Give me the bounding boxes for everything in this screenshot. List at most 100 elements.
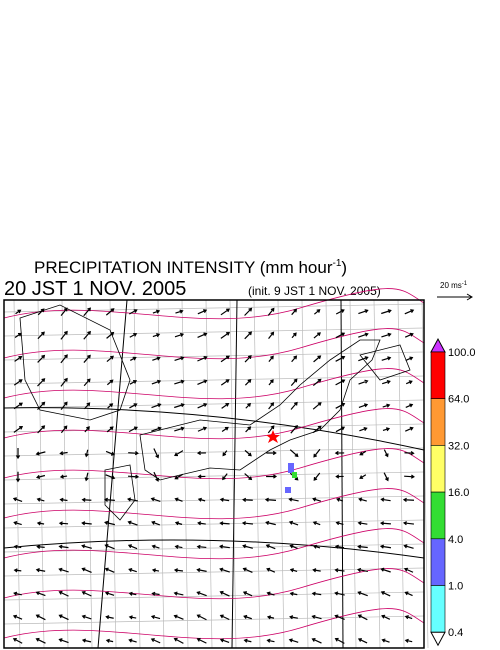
wind-vector bbox=[382, 403, 391, 408]
wind-vector bbox=[174, 450, 184, 457]
wind-vector bbox=[357, 567, 368, 573]
grid-line bbox=[397, 299, 405, 649]
colorbar-segment bbox=[430, 351, 446, 400]
wind-vector bbox=[381, 309, 392, 315]
wind-vector bbox=[150, 614, 161, 620]
wind-vector bbox=[220, 355, 230, 363]
wind-vector bbox=[173, 591, 184, 596]
wind-vector bbox=[288, 638, 299, 643]
wind-vector bbox=[37, 378, 46, 387]
wind-vector bbox=[219, 614, 230, 621]
wind-vector bbox=[173, 637, 184, 644]
wind-vector bbox=[60, 330, 68, 340]
contour bbox=[3, 368, 425, 400]
wind-vector bbox=[403, 567, 414, 573]
wind-vector bbox=[313, 448, 321, 458]
wind-vector bbox=[335, 521, 344, 526]
wind-vector bbox=[312, 378, 322, 387]
wind-vector bbox=[83, 330, 91, 340]
wind-vector bbox=[36, 544, 45, 549]
wind-vector bbox=[381, 356, 392, 361]
wind-vector bbox=[106, 426, 114, 433]
wind-vector bbox=[405, 426, 414, 432]
wind-vector bbox=[153, 448, 160, 459]
wind-vector bbox=[312, 521, 321, 526]
colorbar: 100.0 64.0 32.0 16.0 4.0 1.0 0.4 bbox=[430, 337, 476, 647]
grid-line bbox=[205, 299, 213, 649]
wind-vector bbox=[105, 308, 115, 316]
wind-vector bbox=[312, 568, 321, 573]
wind-vector bbox=[174, 356, 185, 361]
grid-line bbox=[3, 327, 425, 337]
wind-vector bbox=[175, 309, 184, 314]
wind-vector bbox=[358, 309, 369, 315]
wind-vector bbox=[105, 450, 115, 456]
wind-vector bbox=[335, 379, 346, 386]
wind-vector bbox=[12, 637, 23, 644]
wind-vector bbox=[268, 402, 275, 410]
contour bbox=[3, 608, 425, 640]
grid-line bbox=[349, 299, 357, 649]
wind-vector bbox=[291, 308, 298, 316]
colorbar-triangle bbox=[430, 337, 446, 353]
grid-line bbox=[3, 615, 425, 625]
wind-vector bbox=[151, 544, 160, 549]
wind-vector bbox=[107, 403, 114, 409]
wind-vector bbox=[242, 497, 253, 502]
wind-vector bbox=[35, 451, 46, 456]
wind-vector bbox=[359, 450, 367, 456]
wind-vector bbox=[128, 426, 138, 433]
wind-vector bbox=[334, 614, 345, 620]
wind-vector bbox=[335, 355, 346, 362]
wind-vector bbox=[358, 332, 369, 338]
wind-vector bbox=[36, 474, 46, 479]
wind-vector bbox=[403, 544, 414, 549]
wind-vector bbox=[311, 637, 322, 644]
wind-vector bbox=[289, 449, 299, 458]
wind-vector bbox=[221, 403, 230, 409]
wind-vector bbox=[381, 332, 392, 338]
wind-vector bbox=[197, 474, 206, 479]
wind-vector bbox=[58, 614, 69, 621]
wind-vector bbox=[379, 544, 392, 549]
wind-vector bbox=[106, 379, 114, 386]
wind-vector bbox=[197, 497, 206, 502]
wind-vector bbox=[15, 448, 21, 460]
wind-vector bbox=[81, 567, 92, 574]
colorbar-label: 100.0 bbox=[448, 347, 476, 359]
wind-vector bbox=[81, 497, 92, 502]
contour bbox=[3, 328, 425, 360]
wind-vector bbox=[81, 590, 92, 597]
title: PRECIPITATION INTENSITY (mm hour-1) bbox=[34, 258, 347, 277]
contour bbox=[3, 408, 425, 440]
wind-vector bbox=[196, 544, 207, 549]
wind-vector bbox=[196, 450, 206, 456]
grid-line bbox=[421, 299, 429, 649]
wind-vector bbox=[266, 591, 275, 596]
map-area bbox=[3, 288, 429, 649]
wind-vector bbox=[357, 544, 368, 549]
wind-vector bbox=[105, 615, 114, 620]
wind-vector bbox=[335, 402, 346, 409]
colorbar-segment bbox=[430, 585, 446, 633]
wind-vector bbox=[244, 449, 252, 457]
wind-vector bbox=[197, 332, 208, 338]
wind-vector bbox=[290, 378, 298, 387]
wind-vector bbox=[174, 426, 185, 432]
wind-vector bbox=[105, 474, 116, 480]
wind-vector bbox=[288, 520, 299, 526]
wind-vector bbox=[244, 379, 252, 386]
wind-vector bbox=[15, 309, 22, 315]
wind-vector bbox=[312, 402, 322, 410]
wind-vector bbox=[151, 426, 162, 432]
colorbar-label: 1.0 bbox=[448, 581, 463, 593]
wind-vector bbox=[405, 380, 413, 385]
wind-vector bbox=[127, 474, 140, 479]
wind-vector bbox=[243, 638, 252, 643]
wind-vector bbox=[267, 307, 275, 316]
contour bbox=[3, 568, 425, 600]
wind-vector bbox=[359, 474, 367, 479]
wind-vector bbox=[358, 403, 369, 408]
precip-spot bbox=[285, 487, 291, 493]
grid-line bbox=[85, 299, 93, 649]
